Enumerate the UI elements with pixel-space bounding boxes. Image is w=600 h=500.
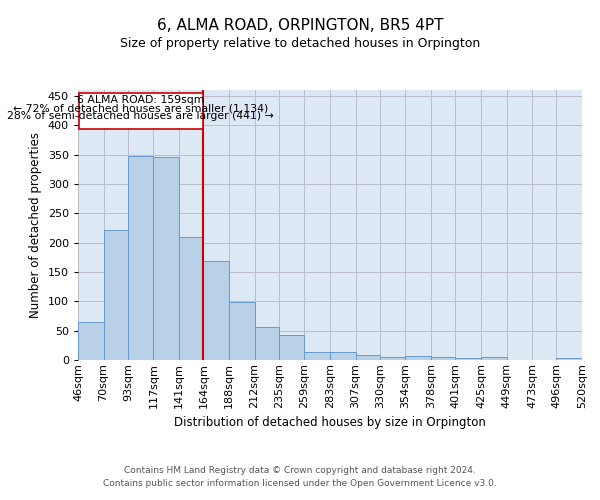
Text: 6 ALMA ROAD: 159sqm: 6 ALMA ROAD: 159sqm — [77, 96, 205, 106]
Text: Size of property relative to detached houses in Orpington: Size of property relative to detached ho… — [120, 38, 480, 51]
Bar — [78, 322, 104, 360]
Bar — [154, 158, 179, 360]
Bar — [356, 356, 380, 360]
Bar — [128, 156, 154, 360]
Bar — [254, 326, 279, 360]
Bar — [279, 335, 304, 360]
Bar — [104, 230, 128, 360]
Bar — [229, 302, 254, 360]
Text: 28% of semi-detached houses are larger (441) →: 28% of semi-detached houses are larger (… — [7, 111, 274, 121]
Y-axis label: Number of detached properties: Number of detached properties — [29, 132, 42, 318]
Bar — [380, 357, 406, 360]
FancyBboxPatch shape — [79, 93, 203, 130]
Bar — [406, 356, 431, 360]
Text: Contains HM Land Registry data © Crown copyright and database right 2024.
Contai: Contains HM Land Registry data © Crown c… — [103, 466, 497, 487]
Bar — [179, 236, 203, 360]
Bar — [481, 357, 506, 360]
Bar — [431, 357, 455, 360]
Bar — [304, 352, 330, 360]
Text: ← 72% of detached houses are smaller (1,134): ← 72% of detached houses are smaller (1,… — [13, 104, 268, 114]
Bar — [203, 262, 229, 360]
X-axis label: Distribution of detached houses by size in Orpington: Distribution of detached houses by size … — [174, 416, 486, 429]
Text: 6, ALMA ROAD, ORPINGTON, BR5 4PT: 6, ALMA ROAD, ORPINGTON, BR5 4PT — [157, 18, 443, 32]
Bar — [330, 352, 356, 360]
Bar — [556, 358, 582, 360]
Bar — [455, 358, 481, 360]
